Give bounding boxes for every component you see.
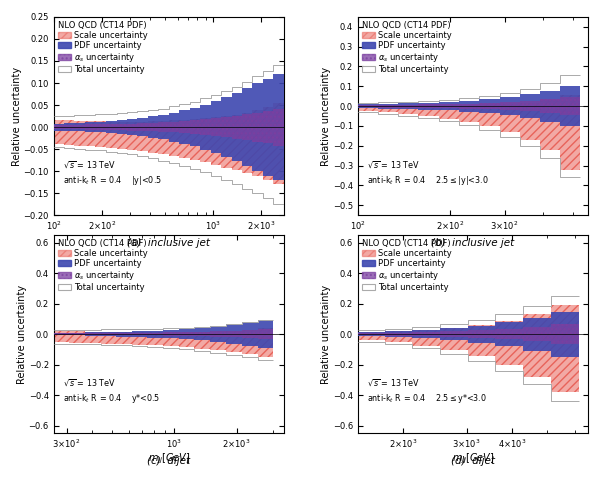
Text: $\sqrt{s}$ = 13 TeV
anti-k$_t$ R = 0.4    2.5$\leq$y*<3.0: $\sqrt{s}$ = 13 TeV anti-k$_t$ R = 0.4 2… (367, 378, 487, 405)
Legend: Scale uncertainty, PDF uncertainty, $\alpha_s$ uncertainty, Total uncertainty: Scale uncertainty, PDF uncertainty, $\al… (360, 19, 454, 76)
Text: $\sqrt{s}$ = 13 TeV
anti-k$_t$ R = 0.4    |y|<0.5: $\sqrt{s}$ = 13 TeV anti-k$_t$ R = 0.4 |… (63, 160, 162, 187)
Y-axis label: Relative uncertainty: Relative uncertainty (321, 66, 331, 166)
Y-axis label: Relative uncertainty: Relative uncertainty (17, 285, 27, 384)
Legend: Scale uncertainty, PDF uncertainty, $\alpha_s$ uncertainty, Total uncertainty: Scale uncertainty, PDF uncertainty, $\al… (56, 19, 150, 76)
Text: (d)  dijet: (d) dijet (451, 456, 495, 467)
X-axis label: $p_{\mathrm{T}} [GeV]$: $p_{\mathrm{T}} [GeV]$ (149, 234, 189, 248)
Legend: Scale uncertainty, PDF uncertainty, $\alpha_s$ uncertainty, Total uncertainty: Scale uncertainty, PDF uncertainty, $\al… (56, 238, 150, 294)
Text: (c)  dijet: (c) dijet (147, 456, 190, 467)
Legend: Scale uncertainty, PDF uncertainty, $\alpha_s$ uncertainty, Total uncertainty: Scale uncertainty, PDF uncertainty, $\al… (360, 238, 454, 294)
Y-axis label: Relative uncertainty: Relative uncertainty (321, 285, 331, 384)
X-axis label: $m_{jj} [GeV]$: $m_{jj} [GeV]$ (451, 452, 494, 466)
X-axis label: $p_{\mathrm{T}} [GeV]$: $p_{\mathrm{T}} [GeV]$ (453, 234, 493, 248)
Y-axis label: Relative uncertainty: Relative uncertainty (12, 66, 22, 166)
Text: $\sqrt{s}$ = 13 TeV
anti-k$_t$ R = 0.4    y*<0.5: $\sqrt{s}$ = 13 TeV anti-k$_t$ R = 0.4 y… (63, 378, 160, 405)
Text: (a)  inclusive jet: (a) inclusive jet (127, 239, 210, 248)
X-axis label: $m_{jj} [GeV]$: $m_{jj} [GeV]$ (147, 452, 190, 466)
Text: (b)  inclusive jet: (b) inclusive jet (431, 239, 515, 248)
Text: $\sqrt{s}$ = 13 TeV
anti-k$_t$ R = 0.4    2.5$\leq$|y|<3.0: $\sqrt{s}$ = 13 TeV anti-k$_t$ R = 0.4 2… (367, 160, 488, 187)
